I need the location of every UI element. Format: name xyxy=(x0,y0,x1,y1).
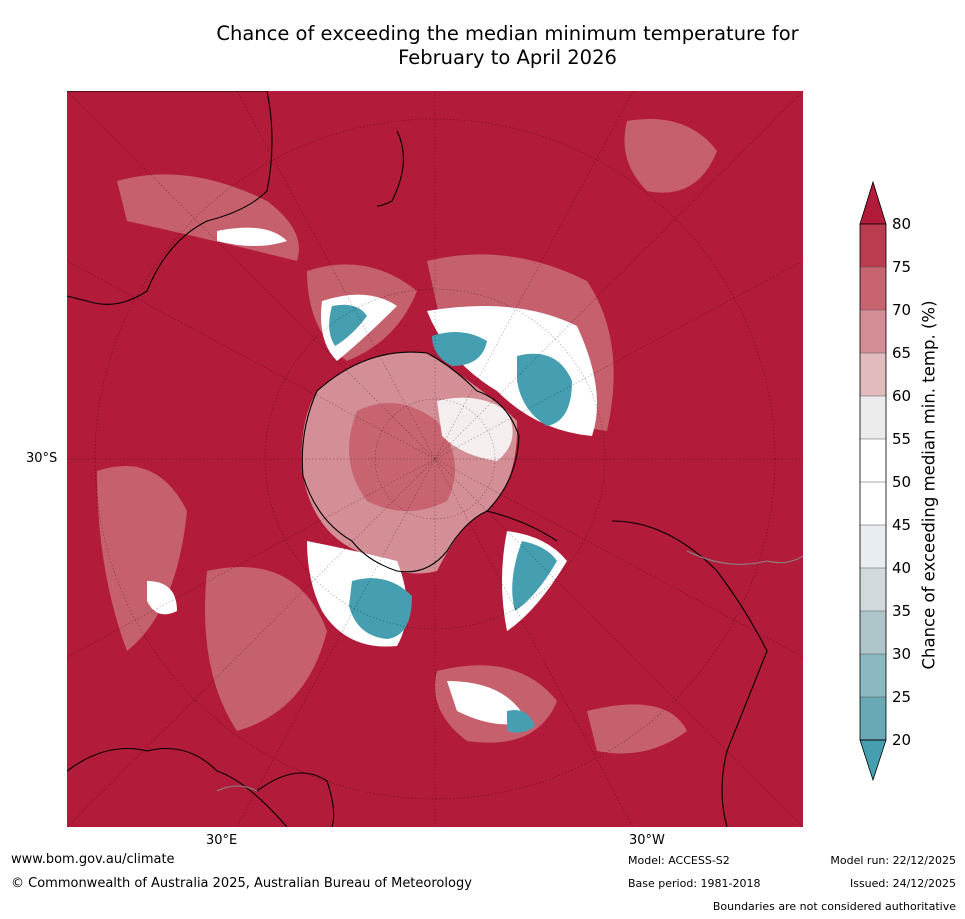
colorbar-band xyxy=(860,353,886,396)
colorbar-tick-label: 35 xyxy=(892,602,912,620)
map-title: Chance of exceeding the median minimum t… xyxy=(70,22,945,70)
colorbar-tick-label: 50 xyxy=(892,473,912,491)
lon-label-30w: 30°W xyxy=(629,833,665,848)
antarctic-peninsula-coastline xyxy=(486,510,558,542)
colorbar-tick-label: 65 xyxy=(892,344,912,362)
colorbar-tick-label: 60 xyxy=(892,387,912,405)
australia-coastline xyxy=(67,91,273,305)
footer-model: Model: ACCESS-S2 xyxy=(628,854,730,867)
footer-issued: Issued: 24/12/2025 xyxy=(849,877,956,890)
colorbar-band xyxy=(860,525,886,568)
africa-coastline xyxy=(67,747,288,827)
colorbar xyxy=(859,180,887,782)
footer-url[interactable]: www.bom.gov.au/climate xyxy=(11,852,175,867)
colorbar-label: Chance of exceeding median min. temp. (%… xyxy=(919,300,939,670)
colorbar-bands xyxy=(860,224,886,740)
africa-southern-coastline xyxy=(256,772,335,827)
colorbar-band xyxy=(860,654,886,697)
footer-model-run: Model run: 22/12/2025 xyxy=(830,854,956,867)
colorbar-band xyxy=(860,224,886,267)
colorbar-tick-label: 80 xyxy=(892,215,912,233)
colorbar-band xyxy=(860,697,886,740)
lon-label-30e: 30°E xyxy=(206,833,238,848)
colorbar-tick-label: 70 xyxy=(892,301,912,319)
south-america-coastline xyxy=(611,520,768,827)
colorbar-band xyxy=(860,611,886,654)
africa-border xyxy=(216,785,258,792)
colorbar-tick-label: 20 xyxy=(892,731,912,749)
colorbar-band xyxy=(860,396,886,439)
south-america-border xyxy=(686,550,803,565)
colorbar-band xyxy=(860,439,886,482)
coastlines xyxy=(67,91,768,827)
colorbar-over-arrow xyxy=(859,180,887,225)
footer-disclaimer: Boundaries are not considered authoritat… xyxy=(712,900,956,913)
colorbar-tick-label: 25 xyxy=(892,688,912,706)
title-line-2: February to April 2026 xyxy=(398,46,617,69)
colorbar-tick-label: 55 xyxy=(892,430,912,448)
probability-field-20 xyxy=(329,304,572,733)
colorbar-tick-label: 45 xyxy=(892,516,912,534)
antarctica-core xyxy=(349,403,455,511)
colorbar-band xyxy=(860,568,886,611)
lat-label-30s: 30°S xyxy=(26,451,58,466)
colorbar-tick-label: 75 xyxy=(892,258,912,276)
antarctica-coastline xyxy=(301,351,520,573)
colorbar-band xyxy=(860,267,886,310)
colorbar-under-arrow xyxy=(859,739,887,782)
title-line-1: Chance of exceeding the median minimum t… xyxy=(216,22,799,45)
footer-base-period: Base period: 1981-2018 xyxy=(628,877,761,890)
footer-copyright: © Commonwealth of Australia 2025, Austra… xyxy=(11,876,472,891)
colorbar-band xyxy=(860,310,886,353)
colorbar-tick-label: 30 xyxy=(892,645,912,663)
graticule xyxy=(67,91,803,827)
borders xyxy=(216,550,803,792)
antarctica-white-patch xyxy=(437,397,513,461)
polar-map xyxy=(67,91,803,827)
colorbar-tick-label: 40 xyxy=(892,559,912,577)
colorbar-band xyxy=(860,482,886,525)
new-zealand-coastline xyxy=(376,130,404,207)
